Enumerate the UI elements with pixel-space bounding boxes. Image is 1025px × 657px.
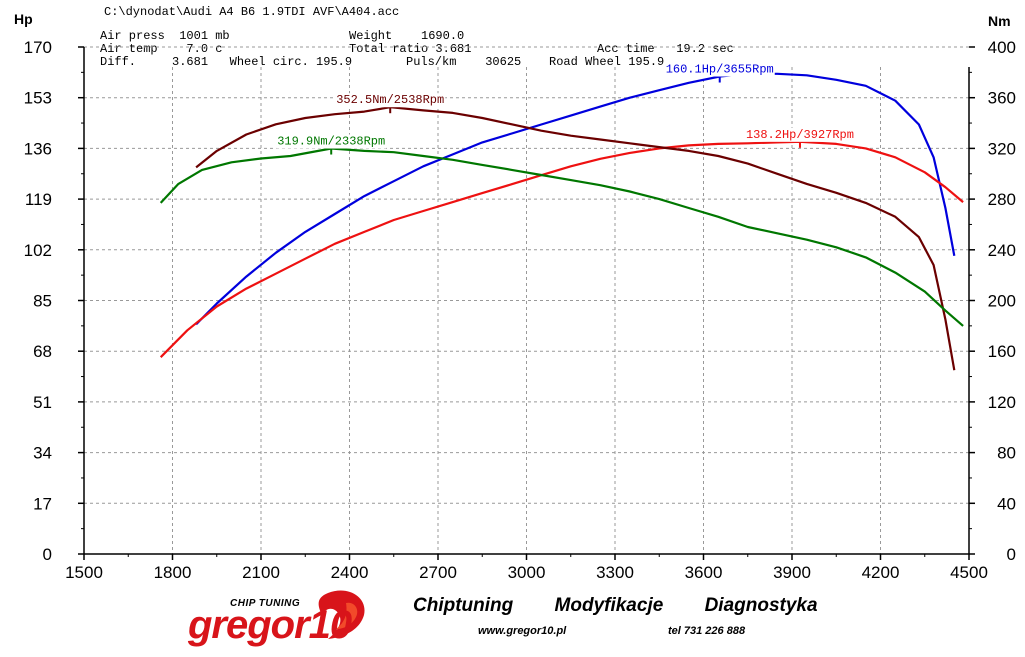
y-right-tick-label: 280 bbox=[988, 190, 1016, 209]
y-right-tick-label: 160 bbox=[988, 342, 1016, 361]
header-row2-col3: Acc time 19.2 sec bbox=[597, 42, 734, 56]
y-right-tick-label: 320 bbox=[988, 139, 1016, 158]
tagline-item: Modyfikacje bbox=[554, 595, 664, 616]
brand-logo: CHIP TUNING gregor10 bbox=[178, 585, 378, 653]
header-row3-col2: Puls/km 30625 bbox=[406, 55, 521, 69]
y-right-tick-label: 0 bbox=[1007, 545, 1016, 564]
series-line bbox=[195, 72, 956, 326]
x-tick-label: 3900 bbox=[773, 563, 811, 582]
y-left-tick-label: 34 bbox=[33, 444, 52, 463]
header-row2-col1: Air temp 7.0 c bbox=[100, 42, 222, 56]
header-row3-col1: Diff. 3.681 Wheel circ. 195.9 bbox=[100, 55, 352, 69]
x-tick-label: 2700 bbox=[419, 563, 457, 582]
y-left-tick-label: 170 bbox=[24, 38, 52, 57]
peak-label-bg bbox=[335, 93, 446, 108]
file-path: C:\dynodat\Audi A4 B6 1.9TDI AVF\A404.ac… bbox=[104, 5, 399, 19]
header-row3-col3: Road Wheel 195.9 bbox=[549, 55, 664, 69]
peak-label: 160.1Hp/3655Rpm bbox=[666, 63, 774, 77]
y-right-tick-label: 360 bbox=[988, 89, 1016, 108]
tagline: Chiptuning Modyfikacje Diagnostyka bbox=[413, 595, 850, 617]
x-tick-label: 3300 bbox=[596, 563, 634, 582]
y-left-tick-label: 85 bbox=[33, 292, 52, 311]
x-tick-label: 2100 bbox=[242, 563, 280, 582]
logo-word: gregor10 bbox=[188, 603, 352, 647]
y-right-tick-label: 240 bbox=[988, 241, 1016, 260]
flame-icon bbox=[318, 590, 365, 639]
y-left-tick-label: 136 bbox=[24, 139, 52, 158]
y-left-tick-label: 102 bbox=[24, 241, 52, 260]
axes: 0 17 34 51 68 85 102 119 136 153 170 0 40 80 120 160 200… bbox=[24, 38, 1016, 582]
tagline-item: Chiptuning bbox=[413, 595, 514, 616]
grid bbox=[84, 46, 969, 554]
logo-small-text: CHIP TUNING bbox=[230, 598, 301, 609]
left-unit-label: Hp bbox=[14, 11, 33, 27]
header-row1-col1: Air press 1001 mb bbox=[100, 29, 230, 43]
series: 160.1Hp/3655Rpm 138.2Hp/3927Rpm 352.5Nm/25… bbox=[159, 62, 964, 371]
right-unit-label: Nm bbox=[988, 13, 1011, 29]
x-tick-label: 1500 bbox=[65, 563, 103, 582]
y-right-tick-label: 400 bbox=[988, 38, 1016, 57]
x-tick-label: 3000 bbox=[508, 563, 546, 582]
peak-label: 319.9Nm/2338Rpm bbox=[277, 135, 385, 149]
y-left-tick-label: 119 bbox=[25, 190, 52, 209]
tagline-item: Diagnostyka bbox=[704, 595, 818, 616]
y-left-tick-label: 0 bbox=[43, 545, 52, 564]
peak-label-bg bbox=[276, 134, 387, 149]
y-right-tick-label: 120 bbox=[988, 393, 1016, 412]
y-right-tick-label: 200 bbox=[988, 292, 1016, 311]
x-tick-label: 1800 bbox=[154, 563, 192, 582]
x-tick-label: 3600 bbox=[685, 563, 723, 582]
x-tick-label: 4200 bbox=[862, 563, 900, 582]
header-row2-col2: Total ratio 3.681 bbox=[349, 42, 471, 56]
website-link[interactable]: www.gregor10.pl bbox=[478, 625, 567, 637]
series-line bbox=[159, 147, 964, 327]
y-left-tick-label: 153 bbox=[24, 89, 52, 108]
header-row1-col2: Weight 1690.0 bbox=[349, 29, 464, 43]
x-tick-label: 4500 bbox=[950, 563, 988, 582]
dyno-chart: Hp Nm C:\dynodat\Audi A4 B6 1.9TDI AVF\A… bbox=[14, 5, 1016, 582]
peak-label-bg bbox=[744, 127, 855, 142]
y-left-tick-label: 68 bbox=[33, 342, 52, 361]
y-right-tick-label: 40 bbox=[997, 494, 1016, 513]
peak-label-bg bbox=[664, 62, 775, 77]
peak-label: 138.2Hp/3927Rpm bbox=[746, 128, 854, 142]
y-left-tick-label: 51 bbox=[33, 393, 52, 412]
series-line bbox=[159, 140, 964, 358]
series-line bbox=[195, 106, 956, 371]
peak-label: 352.5Nm/2538Rpm bbox=[336, 93, 444, 107]
footer: CHIP TUNING gregor10 Chiptuning Modyfika… bbox=[0, 583, 1025, 657]
phone-number: tel 731 226 888 bbox=[668, 625, 746, 637]
y-left-tick-label: 17 bbox=[33, 494, 52, 513]
x-tick-label: 2400 bbox=[331, 563, 369, 582]
y-right-tick-label: 80 bbox=[997, 444, 1016, 463]
